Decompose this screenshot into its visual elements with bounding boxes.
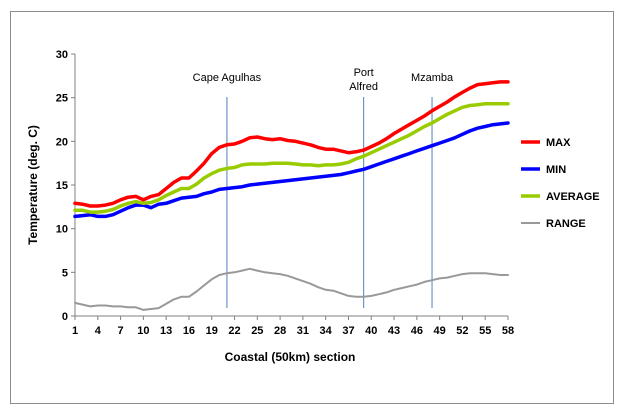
x-tick-label: 25 <box>251 325 263 337</box>
x-tick-label: 31 <box>297 325 309 337</box>
y-tick-label: 25 <box>56 93 68 105</box>
y-tick-label: 20 <box>56 136 68 148</box>
legend-label-range: RANGE <box>546 218 586 230</box>
x-tick-label: 16 <box>183 325 195 337</box>
series-lines <box>73 80 510 311</box>
annotation-label: Alfred <box>349 81 378 93</box>
series-line-max <box>73 80 510 208</box>
x-tick-label: 7 <box>118 325 124 337</box>
legend-label-max: MAX <box>546 137 571 149</box>
x-tick-label: 13 <box>160 325 172 337</box>
y-tick-label: 5 <box>62 267 68 279</box>
x-tick-label: 37 <box>342 325 354 337</box>
x-tick-label: 34 <box>320 325 333 337</box>
series-line-min <box>73 121 510 219</box>
x-axis: 1 4 7 10 13 16 19 22 25 28 31 34 37 40 43 46 49 52 55 58 <box>72 315 514 337</box>
series-line-average <box>73 102 510 214</box>
x-tick-label: 52 <box>456 325 468 337</box>
x-tick-label: 58 <box>502 325 514 337</box>
y-tick-label: 30 <box>56 49 68 61</box>
x-axis-title: Coastal (50km) section <box>225 350 356 364</box>
x-tick-label: 19 <box>206 325 218 337</box>
x-tick-label: 28 <box>274 325 286 337</box>
x-tick-label: 1 <box>72 325 78 337</box>
annotations: Cape Agulhas Port Alfred Mzamba <box>193 67 454 308</box>
chart-frame <box>10 11 614 404</box>
y-tick-label: 0 <box>62 311 68 323</box>
x-tick-label: 46 <box>411 325 423 337</box>
annotation-label: Port <box>354 67 374 79</box>
x-tick-label: 4 <box>95 325 102 337</box>
x-tick-label: 55 <box>479 325 491 337</box>
annotation-label: Cape Agulhas <box>193 72 262 84</box>
legend: MAX MIN AVERAGE RANGE <box>521 137 600 230</box>
legend-label-average: AVERAGE <box>546 191 600 203</box>
y-tick-label: 15 <box>56 180 68 192</box>
y-axis: 0 5 10 15 20 25 30 <box>56 49 76 323</box>
x-tick-label: 10 <box>137 325 149 337</box>
series-line-range <box>74 267 509 311</box>
x-tick-label: 40 <box>365 325 377 337</box>
x-tick-label: 49 <box>434 325 446 337</box>
x-tick-label: 43 <box>388 325 400 337</box>
x-tick-label: 22 <box>228 325 240 337</box>
annotation-label: Mzamba <box>411 72 454 84</box>
y-tick-label: 10 <box>56 224 68 236</box>
legend-label-min: MIN <box>546 164 566 176</box>
y-axis-title: Temperature (deg. C) <box>26 125 40 245</box>
